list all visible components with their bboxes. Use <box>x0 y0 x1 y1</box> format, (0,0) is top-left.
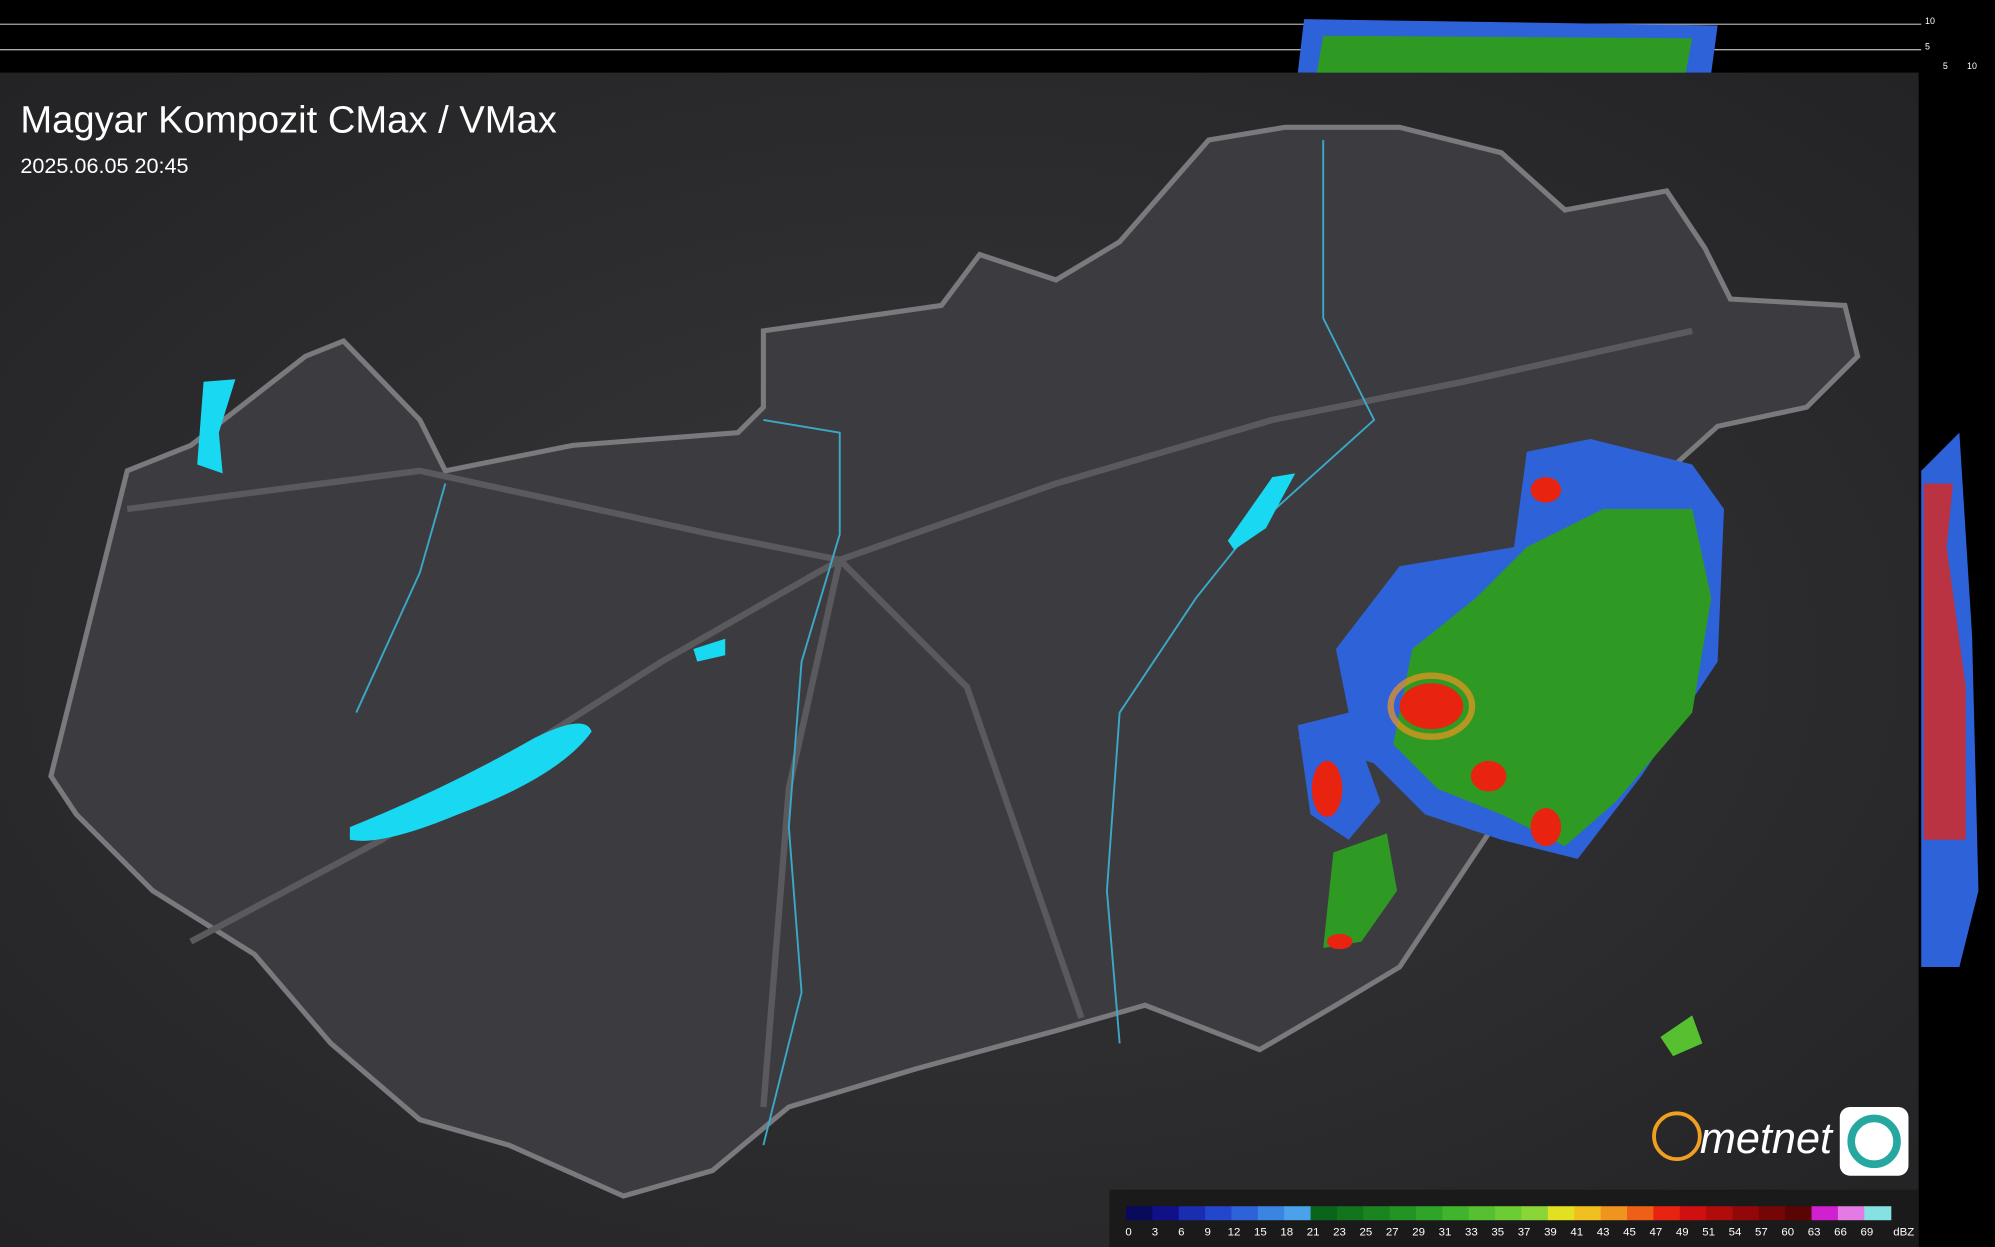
legend-swatch <box>1310 1206 1338 1221</box>
legend-label: 21 <box>1307 1226 1320 1238</box>
legend: 0 3 6 9 12 15 18 21 23 25 27 29 31 33 35 37 39 41 43 45 47 49… <box>1125 1206 1914 1238</box>
legend-swatch <box>1257 1206 1285 1221</box>
legend-swatch <box>1521 1206 1549 1221</box>
legend-swatch <box>1336 1206 1364 1221</box>
legend-label: 31 <box>1439 1226 1452 1238</box>
profile-tick: 10 <box>1967 61 1977 71</box>
legend-label: 25 <box>1359 1226 1372 1238</box>
legend-swatch <box>1416 1206 1444 1221</box>
legend-label: 57 <box>1755 1226 1768 1238</box>
legend-label: 43 <box>1597 1226 1610 1238</box>
title: Magyar Kompozit CMax / VMax <box>20 98 556 141</box>
legend-swatch <box>1468 1206 1496 1221</box>
legend-swatch <box>1231 1206 1259 1221</box>
legend-swatch <box>1284 1206 1312 1221</box>
legend-swatch <box>1495 1206 1523 1221</box>
legend-label: 0 <box>1125 1226 1131 1238</box>
legend-swatch <box>1653 1206 1681 1221</box>
legend-label: 47 <box>1650 1226 1663 1238</box>
legend-unit: dBZ <box>1893 1226 1914 1238</box>
legend-swatch <box>1574 1206 1602 1221</box>
legend-label: 23 <box>1333 1226 1346 1238</box>
radar-echoes <box>1297 439 1724 1057</box>
legend-label: 66 <box>1834 1226 1847 1238</box>
legend-swatch <box>1785 1206 1813 1221</box>
legend-label: 51 <box>1702 1226 1715 1238</box>
legend-swatch <box>1679 1206 1707 1221</box>
legend-label: 41 <box>1570 1226 1583 1238</box>
legend-label: 3 <box>1152 1226 1158 1238</box>
legend-label: 49 <box>1676 1226 1689 1238</box>
legend-label: 39 <box>1544 1226 1557 1238</box>
legend-swatch <box>1758 1206 1786 1221</box>
legend-label: 15 <box>1254 1226 1267 1238</box>
legend-label: 54 <box>1729 1226 1742 1238</box>
logo-text: metnet <box>1700 1115 1834 1163</box>
legend-swatch <box>1152 1206 1180 1221</box>
lakes <box>197 379 1296 841</box>
legend-label: 45 <box>1623 1226 1636 1238</box>
legend-swatch <box>1126 1206 1154 1221</box>
legend-label: 6 <box>1178 1226 1184 1238</box>
legend-label: 69 <box>1860 1226 1873 1238</box>
legend-label: 63 <box>1808 1226 1821 1238</box>
legend-label: 35 <box>1491 1226 1504 1238</box>
profile-tick: 10 <box>1925 16 1935 26</box>
legend-label: 33 <box>1465 1226 1478 1238</box>
legend-swatch <box>1363 1206 1391 1221</box>
legend-label: 18 <box>1280 1226 1293 1238</box>
legend-label: 37 <box>1518 1226 1531 1238</box>
legend-swatch <box>1442 1206 1470 1221</box>
legend-label: 29 <box>1412 1226 1425 1238</box>
legend-swatch <box>1205 1206 1233 1221</box>
legend-swatch <box>1811 1206 1839 1221</box>
legend-label: 60 <box>1781 1226 1794 1238</box>
legend-swatch <box>1389 1206 1417 1221</box>
timestamp: 2025.06.05 20:45 <box>20 153 188 178</box>
profile-echo <box>1923 483 1966 840</box>
rivers <box>355 140 1376 1146</box>
logo: metnet <box>1652 1106 1909 1176</box>
legend-swatch <box>1706 1206 1734 1221</box>
legend-swatch <box>1178 1206 1206 1221</box>
legend-label: 27 <box>1386 1226 1399 1238</box>
legend-swatch <box>1732 1206 1760 1221</box>
profile-tick: 5 <box>1925 42 1930 52</box>
legend-swatch <box>1600 1206 1628 1221</box>
profile-tick: 5 <box>1943 61 1948 71</box>
legend-label: 12 <box>1228 1226 1241 1238</box>
legend-label: 9 <box>1204 1226 1210 1238</box>
legend-swatch <box>1837 1206 1865 1221</box>
profile-echo <box>1316 35 1693 73</box>
legend-swatch <box>1864 1206 1892 1221</box>
legend-swatch <box>1547 1206 1575 1221</box>
legend-swatch <box>1626 1206 1654 1221</box>
